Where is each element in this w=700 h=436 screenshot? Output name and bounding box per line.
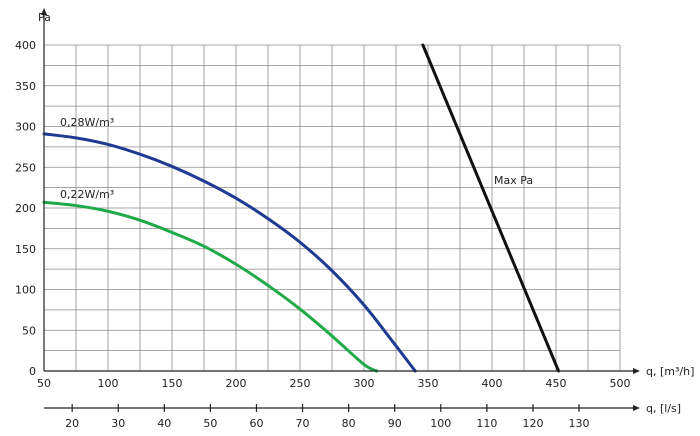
y-tick-label: 0 bbox=[29, 365, 36, 378]
y-tick-label: 250 bbox=[15, 161, 36, 174]
x-axis-ticks: 50 100 150 200 250 300 350 400 450 500 bbox=[37, 377, 631, 390]
y-tick-label: 150 bbox=[15, 243, 36, 256]
x2-tick-label: 90 bbox=[388, 417, 402, 430]
grid bbox=[43, 44, 621, 372]
x2-axis-arrow bbox=[633, 405, 640, 411]
x2-tick-label: 30 bbox=[111, 417, 125, 430]
x2-tick-label: 20 bbox=[65, 417, 79, 430]
y-tick-label: 200 bbox=[15, 202, 36, 215]
x2-tick-label: 130 bbox=[569, 417, 590, 430]
x-tick-label: 200 bbox=[226, 377, 247, 390]
x-tick-label: 250 bbox=[290, 377, 311, 390]
y-axis-ticks: 0 50 100 150 200 250 300 350 400 bbox=[15, 39, 36, 378]
x2-tick-label: 110 bbox=[476, 417, 497, 430]
x2-tick-label: 50 bbox=[203, 417, 217, 430]
series-curve-0 bbox=[42, 132, 417, 373]
y-tick-label: 400 bbox=[15, 39, 36, 52]
x-tick-label: 50 bbox=[37, 377, 51, 390]
y-tick-label: 50 bbox=[22, 324, 36, 337]
y-tick-label: 300 bbox=[15, 121, 36, 134]
x-axis-arrow bbox=[633, 368, 640, 374]
x-tick-label: 150 bbox=[162, 377, 183, 390]
x2-tick-label: 70 bbox=[296, 417, 310, 430]
x2-axis-title: q, [l/s] bbox=[646, 402, 681, 415]
x-axis-title: q, [m³/h] bbox=[646, 365, 694, 378]
x-tick-label: 350 bbox=[418, 377, 439, 390]
x-tick-label: 300 bbox=[354, 377, 375, 390]
series-label-022: 0,22W/m³ bbox=[60, 188, 114, 201]
x2-tick-label: 120 bbox=[522, 417, 543, 430]
x2-tick-label: 100 bbox=[430, 417, 451, 430]
y-tick-label: 100 bbox=[15, 284, 36, 297]
series-curves bbox=[42, 43, 561, 373]
series-curve-1 bbox=[42, 200, 379, 373]
x-tick-label: 450 bbox=[546, 377, 567, 390]
x2-tick-label: 60 bbox=[249, 417, 263, 430]
y-tick-label: 350 bbox=[15, 80, 36, 93]
x2-tick-label: 40 bbox=[157, 417, 171, 430]
y-axis-title: Pa bbox=[38, 11, 51, 24]
y-axis-arrow bbox=[41, 8, 47, 15]
x2-tick-label: 80 bbox=[342, 417, 356, 430]
x2-axis-ticks: 20 30 40 50 60 70 80 90 100 110 120 130 bbox=[65, 404, 590, 430]
x-tick-label: 400 bbox=[482, 377, 503, 390]
series-label-028: 0,28W/m³ bbox=[60, 116, 114, 129]
series-label-maxpa: Max Pa bbox=[494, 174, 533, 187]
x-tick-label: 500 bbox=[610, 377, 631, 390]
x-tick-label: 100 bbox=[98, 377, 119, 390]
series-curve-2 bbox=[421, 43, 561, 373]
